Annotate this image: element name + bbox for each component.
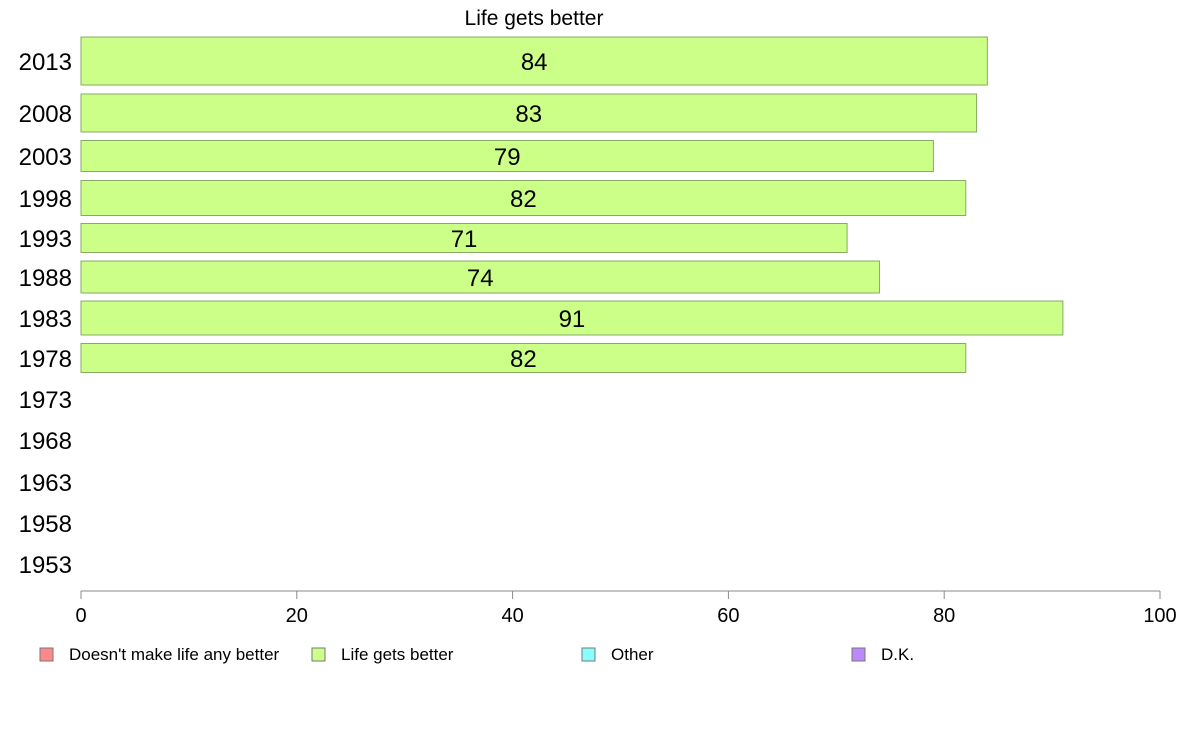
bar-value-label: 83: [515, 101, 542, 128]
bar: [80, 260, 880, 294]
x-tick-label: 80: [933, 605, 955, 627]
bar: [80, 300, 1064, 336]
bar: [80, 343, 967, 373]
legend-label: D.K.: [881, 645, 914, 664]
bar-value-label: 82: [510, 186, 537, 213]
year-label: 1968: [19, 428, 72, 455]
x-tick-label: 60: [717, 605, 739, 627]
bar: [80, 180, 967, 216]
bars-layer: 84 83 79 82 71 74 91 82: [80, 36, 1064, 373]
x-axis: 0 20 40 60 80 100: [75, 590, 1177, 627]
year-label: 1993: [19, 226, 72, 253]
legend-swatch: [851, 647, 866, 662]
chart-title: Life gets better: [465, 7, 604, 30]
year-label: 1983: [19, 306, 72, 333]
legend-label: Doesn't make life any better: [69, 645, 280, 664]
bar: [80, 93, 978, 133]
legend: Doesn't make life any better Life gets be…: [39, 645, 914, 664]
legend-label: Life gets better: [341, 645, 454, 664]
year-label: 2013: [19, 49, 72, 76]
year-labels: 2013 2008 2003 1998 1993 1988 1983 1978 1973 1968…: [19, 49, 72, 579]
bar-value-label: 91: [559, 306, 586, 333]
year-label: 1953: [19, 552, 72, 579]
legend-swatch: [311, 647, 326, 662]
bar-value-label: 71: [451, 226, 478, 253]
year-label: 2008: [19, 101, 72, 128]
year-label: 1998: [19, 186, 72, 213]
year-label: 1958: [19, 511, 72, 538]
bar-value-label: 82: [510, 346, 537, 373]
bar-value-label: 74: [467, 265, 494, 292]
year-label: 1963: [19, 470, 72, 497]
bar: [80, 223, 848, 253]
x-tick-label: 40: [501, 605, 523, 627]
bar: [80, 140, 934, 172]
legend-swatch: [581, 647, 596, 662]
bar: [80, 36, 988, 86]
bar-value-label: 79: [494, 144, 521, 171]
x-tick-label: 100: [1143, 605, 1176, 627]
legend-label: Other: [611, 645, 654, 664]
year-label: 1973: [19, 387, 72, 414]
bar-value-label: 84: [521, 49, 548, 76]
legend-swatch: [39, 647, 54, 662]
year-label: 2003: [19, 144, 72, 171]
year-label: 1978: [19, 346, 72, 373]
x-tick-label: 20: [286, 605, 308, 627]
x-tick-label: 0: [75, 605, 86, 627]
year-label: 1988: [19, 265, 72, 292]
